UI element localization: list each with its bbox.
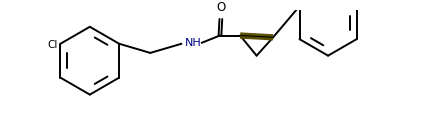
- Text: Cl: Cl: [47, 40, 58, 50]
- Text: O: O: [216, 0, 226, 14]
- Text: NH: NH: [185, 38, 202, 48]
